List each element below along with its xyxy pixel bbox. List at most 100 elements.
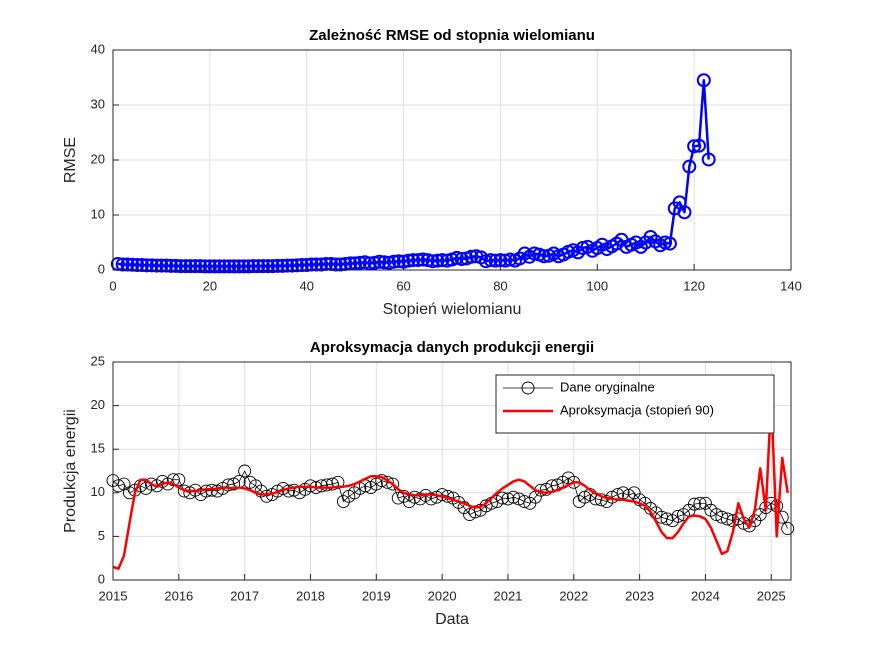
x-tick-label: 2022 [559, 588, 588, 603]
data-point [188, 259, 203, 274]
data-point [227, 259, 242, 274]
legend-label: Aproksymacja (stopień 90) [560, 402, 714, 417]
x-tick-label: 2015 [99, 588, 128, 603]
legend: Dane oryginalne Aproksymacja (stopień 90) [495, 374, 775, 434]
data-point [285, 258, 300, 273]
legend-marker [521, 381, 535, 395]
data-point [408, 490, 422, 504]
data-point [493, 253, 508, 268]
data-point [401, 253, 416, 268]
data-point [193, 259, 208, 274]
data-point [183, 259, 198, 274]
data-point [698, 496, 712, 510]
data-point [212, 259, 227, 274]
x-tick-label: 2018 [296, 588, 325, 603]
data-point [406, 253, 421, 268]
x-tick-label: 2016 [164, 588, 193, 603]
data-point [256, 259, 271, 274]
data-point [336, 495, 350, 508]
chart-title: Aproksymacja danych produkcji energii [310, 339, 594, 356]
data-point [693, 496, 707, 510]
data-point [260, 259, 275, 274]
data-point [198, 259, 213, 274]
data-point [362, 256, 377, 271]
y-tick-label: 5 [98, 528, 105, 543]
data-point [377, 255, 392, 270]
y-tick-label: 20 [91, 397, 105, 412]
data-point [496, 491, 509, 505]
data-point [207, 259, 222, 274]
y-tick-label: 10 [91, 206, 105, 221]
x-tick-label: 2020 [428, 588, 457, 603]
data-point [154, 258, 169, 273]
data-point [112, 479, 125, 493]
x-tick-label: 2021 [493, 588, 522, 603]
data-point [687, 497, 701, 511]
x-tick-label: 2019 [362, 588, 391, 603]
data-point [720, 512, 734, 526]
data-point [217, 259, 232, 274]
y-tick-label: 10 [91, 484, 105, 499]
y-tick-label: 25 [91, 353, 105, 368]
x-tick-label: 2024 [691, 588, 720, 603]
data-point [343, 256, 358, 271]
data-point [290, 258, 305, 273]
data-point [411, 253, 426, 268]
y-tick-label: 0 [98, 571, 105, 586]
data-point [159, 258, 174, 273]
data-point [348, 256, 363, 271]
data-point [178, 259, 193, 274]
data-point [260, 489, 274, 503]
y-tick-label: 15 [91, 441, 105, 456]
y-axis-label: RMSE [62, 137, 79, 183]
axes-box [112, 361, 792, 581]
data-point [280, 258, 295, 273]
data-point [627, 486, 641, 500]
data-point [251, 259, 266, 274]
data-point [488, 253, 503, 268]
data-point [506, 490, 520, 504]
data-point [435, 253, 450, 268]
data-point [139, 258, 154, 273]
data-point [238, 464, 252, 478]
axes-box [112, 49, 792, 271]
data-point [386, 477, 400, 491]
data-point [682, 159, 697, 174]
data-point [265, 259, 280, 274]
x-axis-label: Data [435, 611, 469, 628]
x-tick-label: 20 [203, 278, 217, 293]
data-point [352, 255, 367, 270]
legend-box [495, 374, 775, 434]
data-point [415, 252, 430, 267]
data-point [696, 73, 711, 88]
data-point [424, 492, 438, 506]
x-tick-label: 120 [683, 278, 705, 293]
data-point [144, 258, 159, 273]
data-point [173, 259, 188, 274]
data-point [135, 258, 150, 273]
data-point [671, 509, 685, 523]
data-point [130, 258, 145, 273]
data-point [202, 259, 217, 274]
y-tick-label: 40 [91, 41, 105, 56]
data-point [380, 475, 394, 489]
data-point [325, 477, 339, 491]
data-point [149, 258, 164, 273]
data-point [294, 258, 309, 273]
data-point [227, 477, 241, 491]
data-point [691, 138, 706, 153]
data-point [425, 254, 440, 269]
data-point [168, 258, 183, 273]
data-point [270, 258, 285, 273]
data-point [742, 519, 756, 533]
data-point [241, 259, 256, 274]
data-point [231, 259, 246, 274]
data-point [164, 258, 179, 273]
data-point [517, 495, 531, 508]
x-tick-label: 2025 [757, 588, 786, 603]
chart-title: Zależność RMSE od stopnia wielomianu [309, 27, 595, 44]
data-point [125, 257, 140, 272]
x-tick-label: 80 [493, 278, 507, 293]
y-tick-label: 0 [98, 261, 105, 276]
